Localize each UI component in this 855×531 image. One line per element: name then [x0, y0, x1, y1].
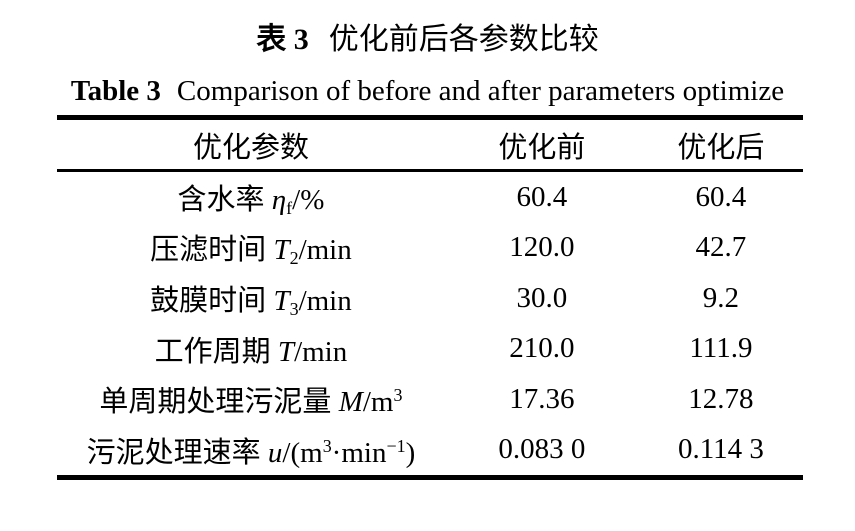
after-value: 0.114 3: [677, 433, 764, 466]
before-value: 30.0: [516, 281, 568, 314]
param-label: 污泥处理速率 u/(m3·min−1): [86, 435, 416, 469]
parameters-table: 优化参数 优化前 优化后 含水率 ηf/% 60.4 60.4 压滤时间 T2/…: [57, 115, 803, 480]
table-title-zh: 优化前后各参数比较: [328, 23, 599, 56]
table-number-zh: 表 3: [256, 23, 309, 56]
before-value: 17.36: [509, 382, 575, 415]
table-row: 含水率 ηf/% 60.4 60.4: [57, 172, 803, 223]
before-value: 0.083 0: [498, 433, 586, 466]
after-value: 9.2: [702, 281, 740, 314]
table-header-row: 优化参数 优化前 优化后: [57, 120, 803, 172]
after-value: 60.4: [695, 180, 747, 213]
table-caption-en: Table 3 Comparison of before and after pa…: [0, 74, 855, 108]
col-header-parameter: 优化参数: [192, 131, 309, 164]
table-caption-zh: 表 3 优化前后各参数比较: [0, 22, 855, 58]
before-value: 120.0: [509, 231, 575, 264]
col-header-before: 优化前: [498, 131, 586, 164]
table-row: 鼓膜时间 T3/min 30.0 9.2: [57, 273, 803, 324]
table-number-en: Table 3: [70, 75, 161, 107]
param-label: 工作周期 T/min: [154, 335, 348, 368]
table-row: 压滤时间 T2/min 120.0 42.7: [57, 223, 803, 274]
before-value: 60.4: [516, 180, 568, 213]
param-label: 单周期处理污泥量 M/m3: [99, 385, 403, 419]
before-value: 210.0: [509, 332, 575, 365]
table-title-en: Comparison of before and after parameter…: [176, 75, 785, 107]
after-value: 12.78: [688, 382, 754, 415]
table-row: 污泥处理速率 u/(m3·min−1) 0.083 0 0.114 3: [57, 425, 803, 476]
param-label: 鼓膜时间 T3/min: [150, 284, 352, 319]
col-header-after: 优化后: [677, 131, 765, 164]
param-label: 压滤时间 T2/min: [150, 234, 352, 269]
param-label: 含水率 ηf/%: [177, 183, 325, 218]
table-row: 单周期处理污泥量 M/m3 17.36 12.78: [57, 374, 803, 425]
table-row: 工作周期 T/min 210.0 111.9: [57, 324, 803, 375]
after-value: 42.7: [695, 231, 747, 264]
after-value: 111.9: [689, 332, 753, 365]
